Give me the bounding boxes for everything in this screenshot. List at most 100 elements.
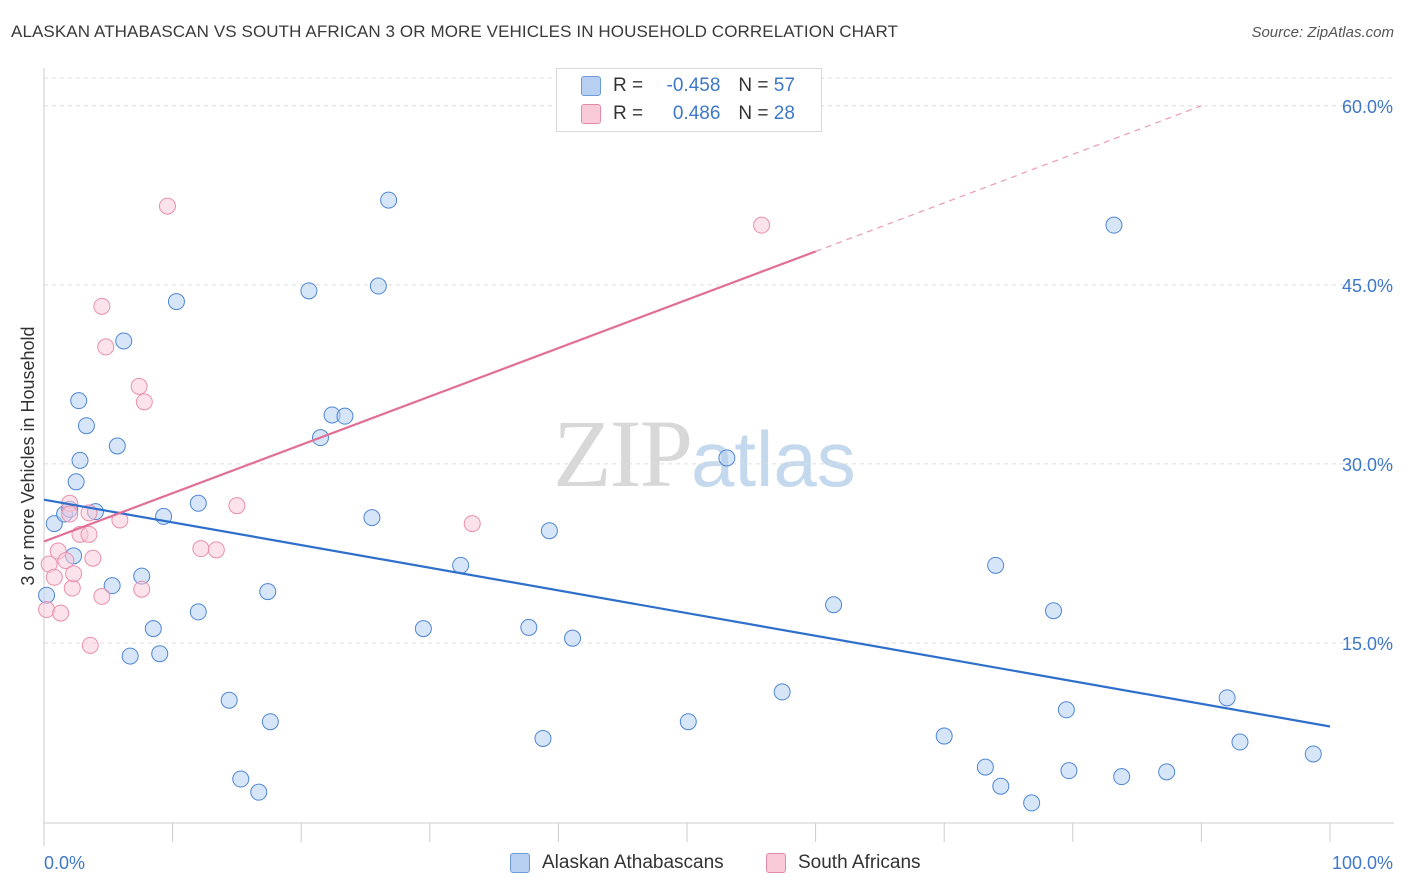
athabascan-point — [380, 191, 398, 209]
bottom-legend-swatch-athabascan — [510, 853, 530, 873]
x-tick-label-left: 0.0% — [44, 853, 85, 873]
athabascan-point — [300, 282, 318, 300]
bottom-legend-label-south-african: South Africans — [798, 852, 921, 873]
south-african-point — [80, 525, 98, 543]
athabascan-point — [115, 332, 133, 350]
bottom-legend-athabascan: Alaskan Athabascans — [510, 852, 724, 874]
athabascan-point — [1105, 216, 1123, 234]
south-african-point — [81, 636, 99, 654]
legend-n-value: 57 — [773, 75, 795, 96]
athabascan-point — [1045, 602, 1063, 620]
south-african-point — [45, 568, 63, 586]
athabascan-point — [414, 620, 432, 638]
athabascan-point — [773, 683, 791, 701]
legend-r-label: R = — [613, 75, 644, 96]
south-african-point — [135, 393, 153, 411]
athabascan-point — [1158, 763, 1176, 781]
athabascan-point — [534, 729, 552, 747]
athabascan-point — [992, 777, 1010, 795]
athabascan-trend-line — [43, 498, 1331, 728]
legend-row-athabascan: R = -0.458 N = 57 — [581, 72, 795, 100]
athabascan-point — [71, 451, 89, 469]
legend-n-label: N = — [738, 75, 769, 96]
bottom-legend-label-athabascan: Alaskan Athabascans — [542, 852, 724, 873]
athabascan-point — [540, 522, 558, 540]
y-tick-label: 60.0% — [1342, 97, 1393, 117]
athabascan-point — [167, 293, 185, 311]
legend-swatch-south-african — [581, 104, 601, 124]
athabascan-point — [144, 620, 162, 638]
athabascan-point — [261, 713, 279, 731]
south-african-point — [63, 579, 81, 597]
athabascan-point — [189, 494, 207, 512]
athabascan-point — [1218, 689, 1236, 707]
athabascan-point — [452, 556, 470, 574]
athabascan-point — [1113, 768, 1131, 786]
south-african-point — [463, 515, 481, 533]
athabascan-point — [520, 618, 538, 636]
south-african-point — [753, 216, 771, 234]
legend-r-value: 0.486 — [672, 103, 721, 124]
south-african-point — [207, 541, 225, 559]
legend-n-value: 28 — [773, 103, 795, 124]
x-tick-label-right: 100.0% — [1332, 853, 1393, 873]
legend-r-label: R = — [613, 103, 644, 124]
y-tick-label: 15.0% — [1342, 634, 1393, 654]
source-credit: Source: ZipAtlas.com — [1251, 24, 1394, 41]
athabascan-point — [1231, 733, 1249, 751]
south-african-point — [93, 587, 111, 605]
athabascan-point — [336, 407, 354, 425]
watermark-zip: ZIP — [553, 400, 693, 507]
athabascan-point — [189, 603, 207, 621]
athabascan-point — [987, 556, 1005, 574]
athabascan-point — [220, 691, 238, 709]
south-african-point — [61, 505, 79, 523]
athabascan-point — [718, 449, 736, 467]
south-african-trend-line — [43, 250, 816, 543]
athabascan-point — [1023, 794, 1041, 812]
south-african-point — [97, 338, 115, 356]
watermark: ZIPatlas — [553, 398, 856, 509]
athabascan-point — [976, 758, 994, 776]
athabascan-point — [67, 473, 85, 491]
athabascan-point — [232, 770, 250, 788]
south-african-point — [52, 604, 70, 622]
south-african-point — [192, 540, 210, 558]
athabascan-point — [363, 509, 381, 527]
legend-n-label: N = — [738, 103, 769, 124]
athabascan-point — [679, 713, 697, 731]
south-african-point — [130, 377, 148, 395]
athabascan-point — [121, 647, 139, 665]
bottom-legend-swatch-south-african — [766, 853, 786, 873]
athabascan-point — [1057, 701, 1075, 719]
athabascan-point — [38, 586, 56, 604]
y-axis-label: 3 or more Vehicles in Household — [18, 326, 38, 585]
legend-row-south-african: R = 0.486 N = 28 — [581, 100, 795, 128]
athabascan-point — [935, 727, 953, 745]
athabascan-point — [1304, 745, 1322, 763]
south-african-point — [65, 565, 83, 583]
y-tick-label: 45.0% — [1342, 276, 1393, 296]
athabascan-point — [1060, 762, 1078, 780]
athabascan-point — [259, 583, 277, 601]
y-tick-label: 30.0% — [1342, 455, 1393, 475]
athabascan-point — [151, 645, 169, 663]
chart-title: ALASKAN ATHABASCAN VS SOUTH AFRICAN 3 OR… — [11, 22, 899, 41]
athabascan-point — [564, 629, 582, 647]
south-african-point — [133, 580, 151, 598]
south-african-point — [84, 549, 102, 567]
south-african-trend-line-extension — [815, 105, 1202, 252]
legend-r-value: -0.458 — [666, 75, 721, 96]
athabascan-point — [103, 577, 121, 595]
south-african-point — [228, 497, 246, 515]
correlation-legend: R = -0.458 N = 57 R = 0.486 N = 28 — [556, 68, 822, 132]
south-african-point — [93, 297, 111, 315]
south-african-point — [158, 197, 176, 215]
bottom-legend-south-african: South Africans — [766, 852, 921, 874]
athabascan-point — [250, 783, 268, 801]
athabascan-point — [369, 277, 387, 295]
south-african-point — [38, 601, 56, 619]
south-african-point — [57, 552, 75, 570]
athabascan-point — [108, 437, 126, 455]
